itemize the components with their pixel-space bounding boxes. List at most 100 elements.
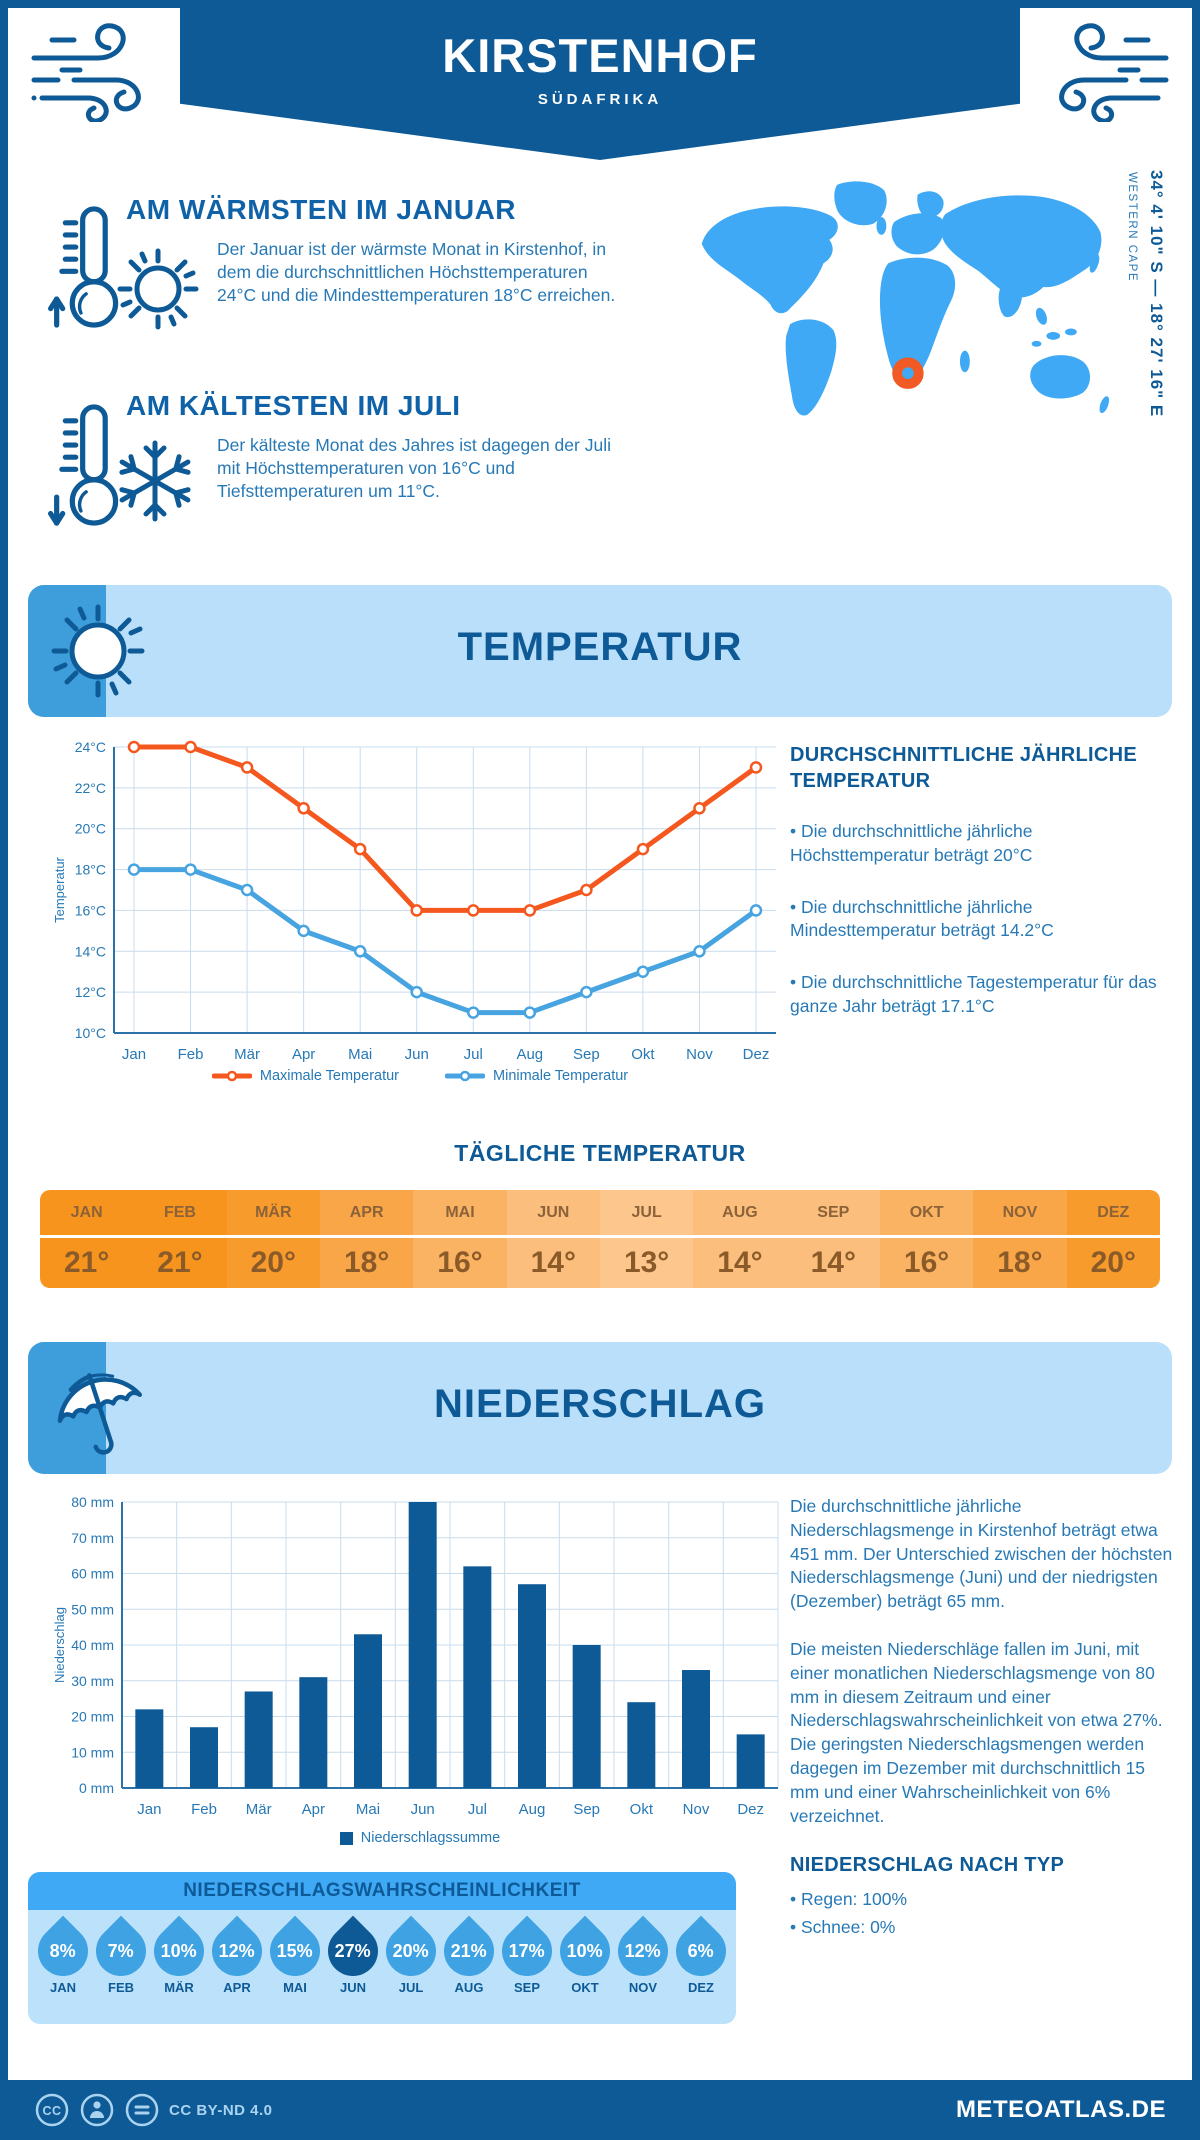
map-coordinates: 34° 4' 10" S — 18° 27' 16" E: [1147, 170, 1166, 418]
probability-panel: NIEDERSCHLAGSWAHRSCHEINLICHKEIT 8% JAN 7% F…: [27, 1872, 737, 2024]
precipitation-type-heading: NIEDERSCHLAG NACH TYP: [790, 1854, 1065, 1877]
probability-column: 12% NOV: [607, 1914, 679, 1995]
svg-text:Mär: Mär: [246, 1801, 272, 1818]
precip-bar: [354, 1634, 382, 1788]
svg-text:Dez: Dez: [743, 1046, 770, 1063]
legend-item: Minimale Temperatur: [445, 1068, 628, 1084]
temperature-bullet: • Die durchschnittliche Tagestemperatur …: [790, 972, 1157, 1016]
page-title: KIRSTENHOF: [442, 29, 758, 82]
probability-month: OKT: [571, 1980, 599, 1995]
precipitation-summary: Die durchschnittliche jährliche Niedersc…: [790, 1495, 1174, 1944]
svg-text:Aug: Aug: [519, 1801, 546, 1818]
daily-table-column: FEB 21°: [133, 1190, 227, 1288]
map-region: WESTERN CAPE: [1126, 172, 1138, 283]
precip-bar: [190, 1727, 218, 1788]
daily-table-month: OKT: [879, 1190, 974, 1238]
probability-column: 27% JUN: [317, 1914, 389, 1995]
svg-text:16°C: 16°C: [75, 902, 106, 918]
probability-column: 21% AUG: [433, 1914, 505, 1995]
svg-text:60 mm: 60 mm: [71, 1566, 114, 1582]
svg-text:Jul: Jul: [464, 1046, 483, 1063]
precip-bar: [736, 1734, 765, 1788]
svg-text:Aug: Aug: [516, 1046, 543, 1063]
daily-table-month: SEP: [786, 1190, 880, 1238]
sun-banner-icon: [51, 604, 145, 698]
daily-table-value: 21°: [63, 1246, 110, 1279]
daily-table-value: 14°: [810, 1246, 856, 1279]
probability-column: 7% FEB: [85, 1914, 157, 1995]
thermometer-cold-icon: [48, 404, 119, 526]
daily-table-month: FEB: [133, 1190, 227, 1238]
daily-temperature-table: JAN 21° FEB 21° MÄR 20° APR 18° MAI 16° JUN 14° JUL 1…: [40, 1190, 1160, 1288]
svg-text:30 mm: 30 mm: [71, 1673, 114, 1689]
precipitation-type-bullet: • Schnee: 0%: [790, 1917, 896, 1938]
daily-table-title: TÄGLICHE TEMPERATUR: [454, 1140, 746, 1166]
daily-table-month: AUG: [693, 1190, 787, 1238]
daily-table-month: JUL: [599, 1190, 694, 1238]
svg-text:70 mm: 70 mm: [71, 1530, 114, 1546]
daily-table-column: JUN 14°: [506, 1190, 600, 1288]
probability-month: APR: [223, 1980, 251, 1995]
daily-table-month: JUN: [506, 1190, 600, 1238]
temperature-bullet: • Die durchschnittliche jährliche Höchst…: [790, 821, 1033, 865]
daily-table-month: DEZ: [1066, 1190, 1160, 1238]
daily-table-value: 21°: [157, 1246, 203, 1279]
svg-text:Dez: Dez: [737, 1801, 764, 1818]
precipitation-banner: NIEDERSCHLAG: [28, 1342, 1172, 1474]
svg-text:10 mm: 10 mm: [71, 1744, 114, 1760]
precip-bar: [572, 1645, 601, 1788]
svg-text:Apr: Apr: [292, 1046, 315, 1063]
license-block: CC CC BY-ND 4.0: [34, 2092, 273, 2128]
probability-value: 12%: [218, 1940, 256, 1961]
daily-table-column: MAI 16°: [413, 1190, 507, 1288]
temperature-summary-heading: DURCHSCHNITTLICHE JÄHRLICHE TEMPERATUR: [790, 744, 1137, 792]
svg-text:Sep: Sep: [573, 1046, 600, 1063]
legend-swatch: [339, 1831, 353, 1845]
wind-icon: [1059, 23, 1169, 122]
probability-title: NIEDERSCHLAGSWAHRSCHEINLICHKEIT: [28, 1872, 736, 1910]
svg-text:Feb: Feb: [178, 1046, 204, 1063]
legend-label: Maximale Temperatur: [259, 1068, 400, 1084]
svg-text:Jan: Jan: [137, 1801, 161, 1818]
daily-table-column: APR 18°: [319, 1190, 414, 1288]
cc-nd-icon: [125, 2093, 159, 2127]
precipitation-paragraph: Die durchschnittliche jährliche Niedersc…: [790, 1496, 1173, 1612]
legend-label: Minimale Temperatur: [493, 1068, 629, 1084]
probability-value: 10%: [160, 1940, 198, 1961]
probability-column: 15% MAI: [259, 1914, 331, 1995]
precipitation-type-bullet: • Regen: 100%: [790, 1889, 908, 1910]
svg-text:Apr: Apr: [302, 1801, 325, 1818]
precip-bar: [408, 1502, 437, 1788]
coldest-heading: AM KÄLTESTEN IM JULI: [126, 390, 461, 421]
daily-table-month: MÄR: [226, 1190, 320, 1238]
probability-value: 10%: [566, 1940, 604, 1961]
legend-item: Maximale Temperatur: [211, 1068, 400, 1084]
warmest-heading: AM WÄRMSTEN IM JANUAR: [126, 194, 517, 225]
location-marker: [892, 357, 924, 389]
precip-bar: [244, 1691, 273, 1788]
svg-text:Okt: Okt: [631, 1046, 655, 1063]
water-drop-icon: 10%: [143, 1915, 215, 1987]
svg-text:Mai: Mai: [348, 1046, 372, 1063]
svg-text:Sep: Sep: [573, 1801, 600, 1818]
sun-icon: [117, 248, 199, 330]
daily-table-column: DEZ 20°: [1066, 1190, 1160, 1288]
probability-value: 8%: [49, 1940, 77, 1961]
footer: CC CC BY-ND 4.0 METEOATLAS.DE: [0, 2080, 1200, 2140]
probability-column: 12% APR: [201, 1914, 273, 1995]
precipitation-paragraph: Die meisten Niederschläge fallen im Juni…: [790, 1638, 1163, 1826]
probability-month: JUL: [398, 1980, 424, 1995]
precip-bar: [518, 1584, 546, 1788]
daily-table-month: JAN: [40, 1190, 134, 1238]
umbrella-icon: [57, 1373, 143, 1455]
probability-column: 8% JAN: [27, 1914, 99, 1995]
svg-text:Jun: Jun: [405, 1046, 429, 1063]
water-drop-icon: 17%: [491, 1915, 563, 1987]
temperature-banner: TEMPERATUR: [28, 585, 1172, 717]
cc-icon: CC: [35, 2093, 69, 2127]
probability-column: 10% MÄR: [143, 1914, 215, 1995]
temperature-chart-legend: Maximale Temperatur Minimale Temperatur: [50, 1068, 790, 1084]
svg-text:Mär: Mär: [234, 1046, 260, 1063]
svg-text:CC: CC: [42, 2104, 61, 2118]
